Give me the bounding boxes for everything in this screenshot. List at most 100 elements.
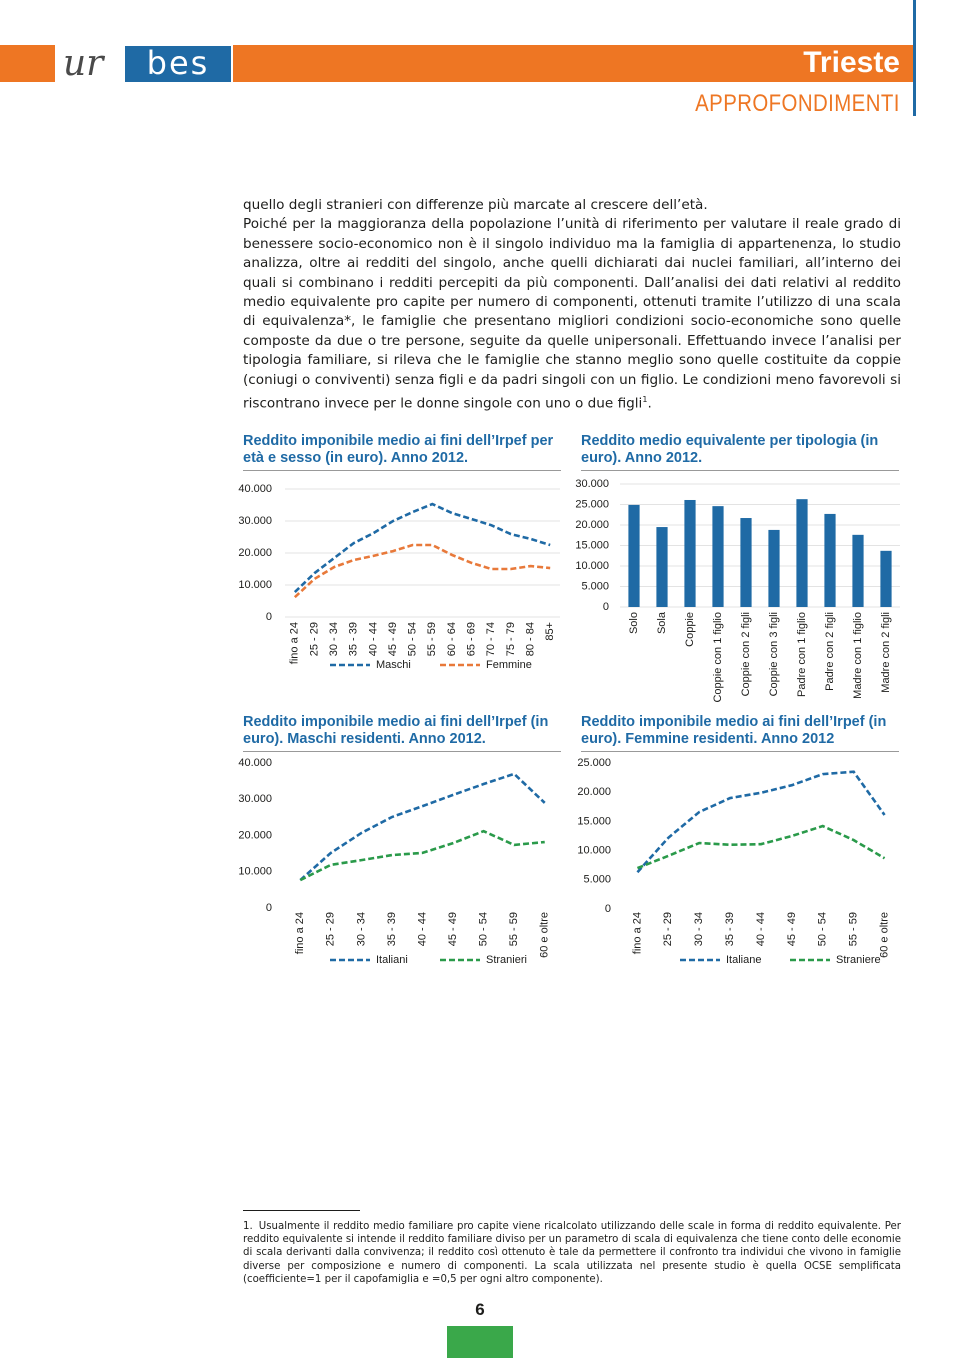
x-tick-label: 35 - 39 [724,912,736,946]
city-title: Trieste [803,46,900,79]
x-tick-label: 85+ [544,622,556,641]
x-tick-label: 40 - 44 [755,912,767,946]
section-title: APPROFONDIMENTI [695,90,900,117]
legend-label: Italiane [726,954,761,966]
x-tick-label: Coppie con 3 figli [768,612,780,696]
x-tick-label: 30 - 34 [328,622,340,656]
x-tick-label: 40 - 44 [416,912,428,946]
series-line [293,502,551,593]
x-tick-label: 60 - 64 [446,622,458,656]
y-tick-label: 25.000 [575,498,609,510]
y-tick-label: 15.000 [575,539,609,551]
legend-label: Italiani [376,954,408,966]
y-tick-label: 30.000 [238,793,272,805]
y-tick-label: 5.000 [581,580,609,592]
footnote-rule [243,1210,360,1211]
x-tick-label: 70 - 74 [485,622,497,656]
x-tick-label: 65 - 69 [466,622,478,656]
y-tick-label: 20.000 [577,786,611,798]
x-tick-label: fino a 24 [289,622,301,664]
bar [852,534,864,607]
y-tick-label: 40.000 [238,757,272,769]
y-tick-label: 30.000 [238,515,272,527]
x-tick-label: fino a 24 [294,912,306,954]
y-tick-label: 20.000 [238,547,272,559]
header-rule [913,0,916,116]
x-tick-label: 55 - 59 [848,912,860,946]
x-tick-label: 30 - 34 [693,912,705,946]
bar [824,513,836,607]
x-tick-label: Sola [656,611,668,634]
paragraph: Poiché per la maggioranza della popolazi… [243,215,901,414]
y-tick-label: 20.000 [575,519,609,531]
y-tick-label: 10.000 [238,866,272,878]
x-tick-label: Padre con 1 figlio [796,612,808,697]
y-tick-label: 0 [266,611,272,623]
x-tick-label: Coppie con 2 figli [740,612,752,696]
x-tick-label: 35 - 39 [386,912,398,946]
x-tick-label: 55 - 59 [426,622,438,656]
y-tick-label: 20.000 [238,829,272,841]
x-tick-label: 50 - 54 [478,912,490,946]
x-tick-label: Coppie [684,612,696,647]
bar [740,518,752,607]
series-line [636,824,886,870]
x-tick-label: Solo [628,612,640,634]
series-line [299,772,546,882]
y-tick-label: 15.000 [577,815,611,827]
bar [796,499,808,607]
page-box [447,1326,513,1358]
x-tick-label: 25 - 29 [325,912,337,946]
x-tick-label: Padre con 2 figli [824,612,836,691]
x-tick-label: 60 e oltre [878,912,890,958]
paragraph: quello degli stranieri con differenze pi… [243,197,708,213]
x-tick-label: fino a 24 [631,912,643,954]
x-tick-label: 25 - 29 [662,912,674,946]
legend-label: Straniere [836,954,881,966]
x-tick-label: Madre con 2 figli [880,612,892,693]
logo: ur bes [55,44,233,84]
chart-title: Reddito medio equivalente per tipologia … [581,433,899,471]
legend-label: Maschi [376,659,411,671]
y-tick-label: 25.000 [577,757,611,769]
x-tick-label: 30 - 34 [355,912,367,946]
period: . [647,395,652,412]
x-tick-label: 75 - 79 [505,622,517,656]
y-tick-label: 30.000 [575,478,609,490]
legend-label: Femmine [486,659,532,671]
x-tick-label: 45 - 49 [387,622,399,656]
series-line [299,829,545,882]
x-tick-label: 35 - 39 [348,622,360,656]
y-tick-label: 40.000 [238,483,272,495]
x-tick-label: 40 - 44 [367,622,379,656]
x-tick-label: Madre con 1 figlio [852,612,864,699]
x-tick-label: 50 - 54 [407,622,419,656]
chart-title: Reddito imponibile medio ai fini dell’Ir… [243,433,561,471]
series-line [636,770,886,874]
legend-label: Stranieri [486,954,527,966]
bar [712,506,724,607]
y-tick-label: 10.000 [577,845,611,857]
footnote-ref: 1 [642,395,648,405]
y-tick-label: 0 [605,903,611,915]
chart-title: Reddito imponibile medio ai fini dell’Ir… [581,714,899,752]
logo-left: ur [63,43,104,84]
bar [880,550,892,607]
y-tick-label: 10.000 [238,579,272,591]
chart-title: Reddito imponibile medio ai fini dell’Ir… [243,714,561,752]
bar [628,504,640,607]
logo-right: bes [125,46,231,82]
y-tick-label: 0 [603,601,609,613]
footnote: 1. Usualmente il reddito medio familiare… [243,1220,901,1286]
x-tick-label: 45 - 49 [786,912,798,946]
x-tick-label: 55 - 59 [508,912,520,946]
x-tick-label: 50 - 54 [817,912,829,946]
bar [684,499,696,607]
x-tick-label: Coppie con 1 figlio [712,612,724,703]
x-tick-label: 25 - 29 [308,622,320,656]
bar [656,527,668,607]
body-text: quello degli stranieri con differenze pi… [243,196,901,414]
y-tick-label: 0 [266,902,272,914]
